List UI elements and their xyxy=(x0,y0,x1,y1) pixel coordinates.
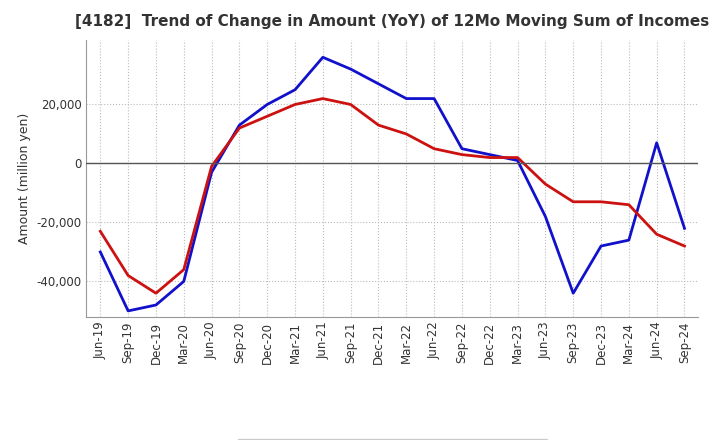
Ordinary Income xyxy=(96,249,104,255)
Net Income xyxy=(652,231,661,237)
Ordinary Income xyxy=(374,81,383,87)
Net Income xyxy=(402,131,410,136)
Ordinary Income xyxy=(124,308,132,314)
Net Income xyxy=(179,267,188,272)
Ordinary Income xyxy=(263,102,271,107)
Ordinary Income xyxy=(597,243,606,249)
Net Income xyxy=(235,125,243,131)
Net Income xyxy=(513,155,522,160)
Net Income xyxy=(291,102,300,107)
Ordinary Income xyxy=(430,96,438,101)
Net Income xyxy=(458,152,467,157)
Ordinary Income xyxy=(513,158,522,163)
Net Income xyxy=(124,273,132,278)
Y-axis label: Amount (million yen): Amount (million yen) xyxy=(18,113,31,244)
Ordinary Income xyxy=(152,302,161,308)
Net Income xyxy=(485,155,494,160)
Ordinary Income xyxy=(402,96,410,101)
Net Income xyxy=(680,243,689,249)
Ordinary Income xyxy=(541,214,550,219)
Ordinary Income xyxy=(569,290,577,296)
Ordinary Income xyxy=(207,170,216,175)
Ordinary Income xyxy=(318,55,327,60)
Ordinary Income xyxy=(346,66,355,72)
Line: Net Income: Net Income xyxy=(100,99,685,293)
Ordinary Income xyxy=(235,122,243,128)
Net Income xyxy=(318,96,327,101)
Net Income xyxy=(597,199,606,205)
Net Income xyxy=(430,146,438,151)
Net Income xyxy=(624,202,633,207)
Ordinary Income xyxy=(624,238,633,243)
Net Income xyxy=(374,122,383,128)
Net Income xyxy=(569,199,577,205)
Ordinary Income xyxy=(680,226,689,231)
Ordinary Income xyxy=(179,279,188,284)
Ordinary Income xyxy=(652,140,661,146)
Ordinary Income xyxy=(458,146,467,151)
Ordinary Income xyxy=(485,152,494,157)
Net Income xyxy=(152,290,161,296)
Net Income xyxy=(207,164,216,169)
Net Income xyxy=(346,102,355,107)
Legend: Ordinary Income, Net Income: Ordinary Income, Net Income xyxy=(237,439,548,440)
Title: [4182]  Trend of Change in Amount (YoY) of 12Mo Moving Sum of Incomes: [4182] Trend of Change in Amount (YoY) o… xyxy=(76,14,709,29)
Net Income xyxy=(263,114,271,119)
Ordinary Income xyxy=(291,87,300,92)
Net Income xyxy=(541,181,550,187)
Line: Ordinary Income: Ordinary Income xyxy=(100,57,685,311)
Net Income xyxy=(96,229,104,234)
